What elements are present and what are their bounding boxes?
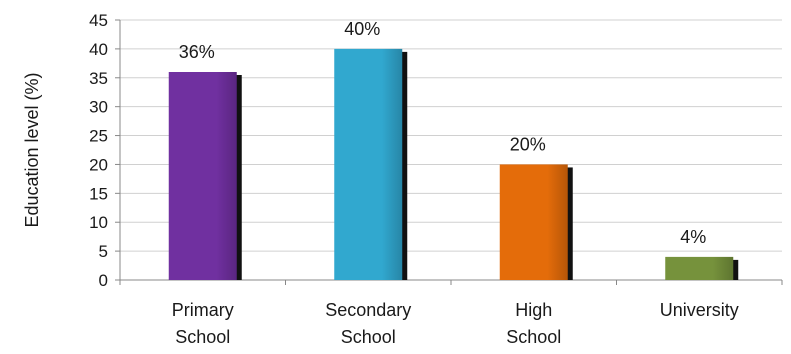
y-tick-label: 35	[89, 69, 108, 88]
data-label: 36%	[179, 42, 215, 62]
x-category-label-line: School	[506, 327, 561, 347]
x-category-label-line: University	[660, 300, 739, 320]
x-category-label-line: School	[175, 327, 230, 347]
y-tick-label: 40	[89, 40, 108, 59]
x-category-label: Secondary School	[325, 300, 411, 347]
bar-shadow	[566, 167, 573, 280]
x-category-label: University	[660, 300, 739, 320]
bar-shadow	[401, 51, 408, 281]
bar	[499, 164, 568, 280]
x-category-labels: Primary School Secondary School High School Un…	[172, 300, 739, 347]
y-tick-label: 5	[99, 242, 108, 261]
x-category-label: High School	[506, 300, 561, 347]
bar	[665, 256, 734, 280]
y-tick-label: 0	[99, 271, 108, 290]
data-label: 40%	[344, 19, 380, 39]
data-labels: 36% 40% 20% 4%	[179, 19, 707, 247]
bars	[168, 48, 739, 281]
data-label: 4%	[680, 227, 706, 247]
data-label: 20%	[510, 134, 546, 154]
y-tick-label: 30	[89, 98, 108, 117]
y-axis-title: Education level (%)	[22, 72, 42, 227]
y-tick-label: 25	[89, 127, 108, 146]
x-category-label-line: Secondary	[325, 300, 411, 320]
bar-shadow	[235, 75, 242, 280]
bar	[168, 72, 237, 280]
y-tick-labels: 0 5 10 15 20 25 30 35 40 45	[89, 11, 108, 290]
y-tick-label: 20	[89, 155, 108, 174]
y-tick-label: 15	[89, 184, 108, 203]
bar	[334, 48, 403, 281]
x-category-label-line: Primary	[172, 300, 234, 320]
x-category-label: Primary School	[172, 300, 234, 347]
bar-shadow	[732, 259, 739, 280]
x-category-label-line: High	[515, 300, 552, 320]
y-tick-label: 10	[89, 213, 108, 232]
y-tick-label: 45	[89, 11, 108, 30]
x-category-label-line: School	[341, 327, 396, 347]
